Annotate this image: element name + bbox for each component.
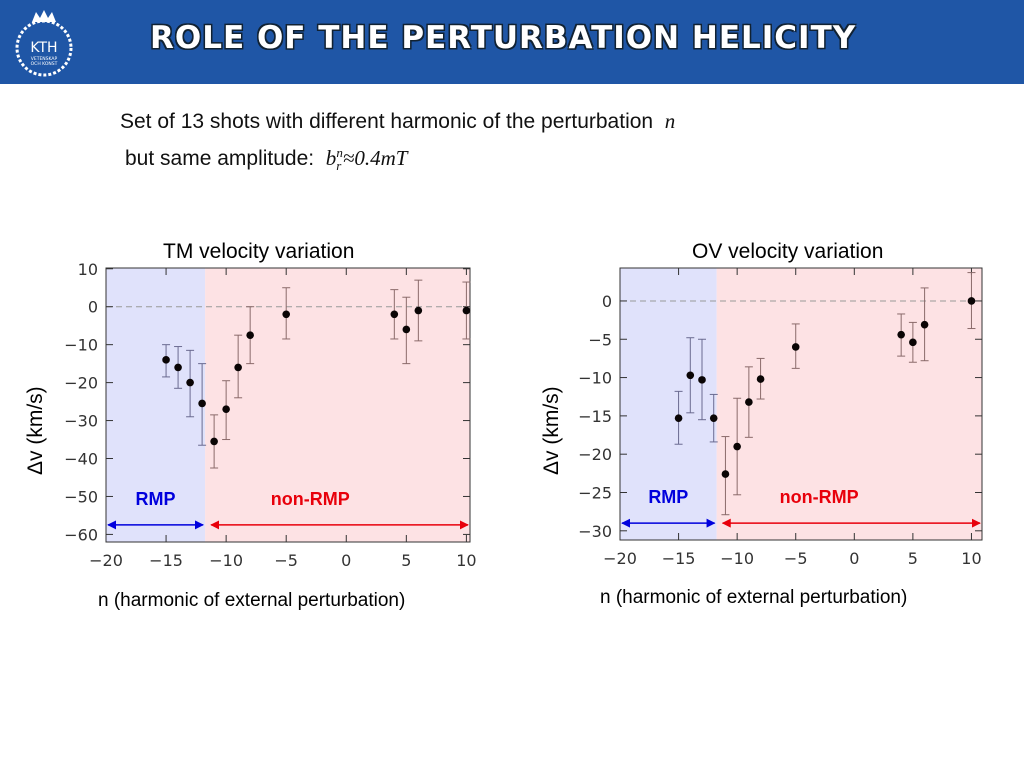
ov-y-axis-label: Δv (km/s) — [540, 386, 563, 475]
tm-plot-frame — [105, 267, 471, 543]
intro-line2: but same amplitude: — [125, 147, 315, 170]
tm-data-point — [246, 331, 254, 339]
tm-x-tick-label: 5 — [401, 551, 411, 570]
tm-x-tick-label: −15 — [149, 551, 183, 570]
tm-y-tick-label: 0 — [88, 298, 98, 317]
tm-x-tick-label: −10 — [209, 551, 243, 570]
header-bar: KTH VETENSKAP OCH KONST ROLE OF THE PERT… — [0, 0, 1024, 84]
tm-y-tick-label: −10 — [64, 336, 98, 355]
tm-region-non-rmp — [205, 268, 470, 542]
tm-x-tick-label: 10 — [456, 551, 476, 570]
tm-x-axis-label: n (harmonic of external perturbation) — [98, 590, 406, 611]
tm-x-tick-label: −20 — [89, 551, 123, 570]
tm-data-point — [162, 356, 170, 364]
ov-x-axis-label: n (harmonic of external perturbation) — [600, 587, 908, 608]
intro-line1: Set of 13 shots with different harmonic … — [120, 110, 654, 133]
tm-data-point — [198, 399, 206, 408]
tm-y-tick-label: −50 — [64, 487, 98, 506]
tm-y-tick-label: −40 — [64, 450, 98, 469]
tm-y-tick-label: 10 — [78, 260, 98, 279]
tm-region-rmp — [106, 268, 206, 542]
tm-y-tick-label: −60 — [64, 525, 98, 544]
harmonic-variable: n — [664, 109, 676, 133]
tm-data-point — [282, 310, 290, 319]
amplitude-formula: brn≈0.4mT — [325, 145, 408, 174]
tm-data-point — [222, 405, 230, 413]
slide-title: ROLE OF THE PERTURBATION HELICITY — [150, 20, 857, 56]
tm-data-point — [414, 306, 423, 315]
svg-text:KTH: KTH — [30, 40, 57, 56]
tm-rmp-label: RMP — [136, 489, 176, 509]
ov-chart-title: OV velocity variation — [692, 240, 884, 263]
svg-text:VETENSKAP: VETENSKAP — [31, 56, 58, 62]
tm-x-tick-label: −5 — [274, 551, 298, 570]
tm-data-point — [462, 306, 471, 315]
tm-data-point — [174, 363, 182, 372]
tm-data-point — [210, 437, 218, 446]
intro-text: Set of 13 shots with different harmonic … — [120, 106, 675, 181]
svg-text:OCH KONST: OCH KONST — [31, 61, 58, 67]
kth-logo: KTH VETENSKAP OCH KONST — [15, 10, 73, 77]
tm-data-point — [186, 378, 194, 387]
tm-y-tick-label: −20 — [64, 374, 98, 393]
tm-data-point — [234, 363, 242, 372]
tm-chart-title: TM velocity variation — [163, 240, 355, 263]
tm-y-tick-label: −30 — [64, 412, 98, 431]
tm-data-point — [402, 325, 411, 334]
tm-x-tick-label: 0 — [341, 551, 351, 570]
tm-non-rmp-label: non-RMP — [271, 489, 350, 509]
tm-data-point — [390, 310, 399, 319]
